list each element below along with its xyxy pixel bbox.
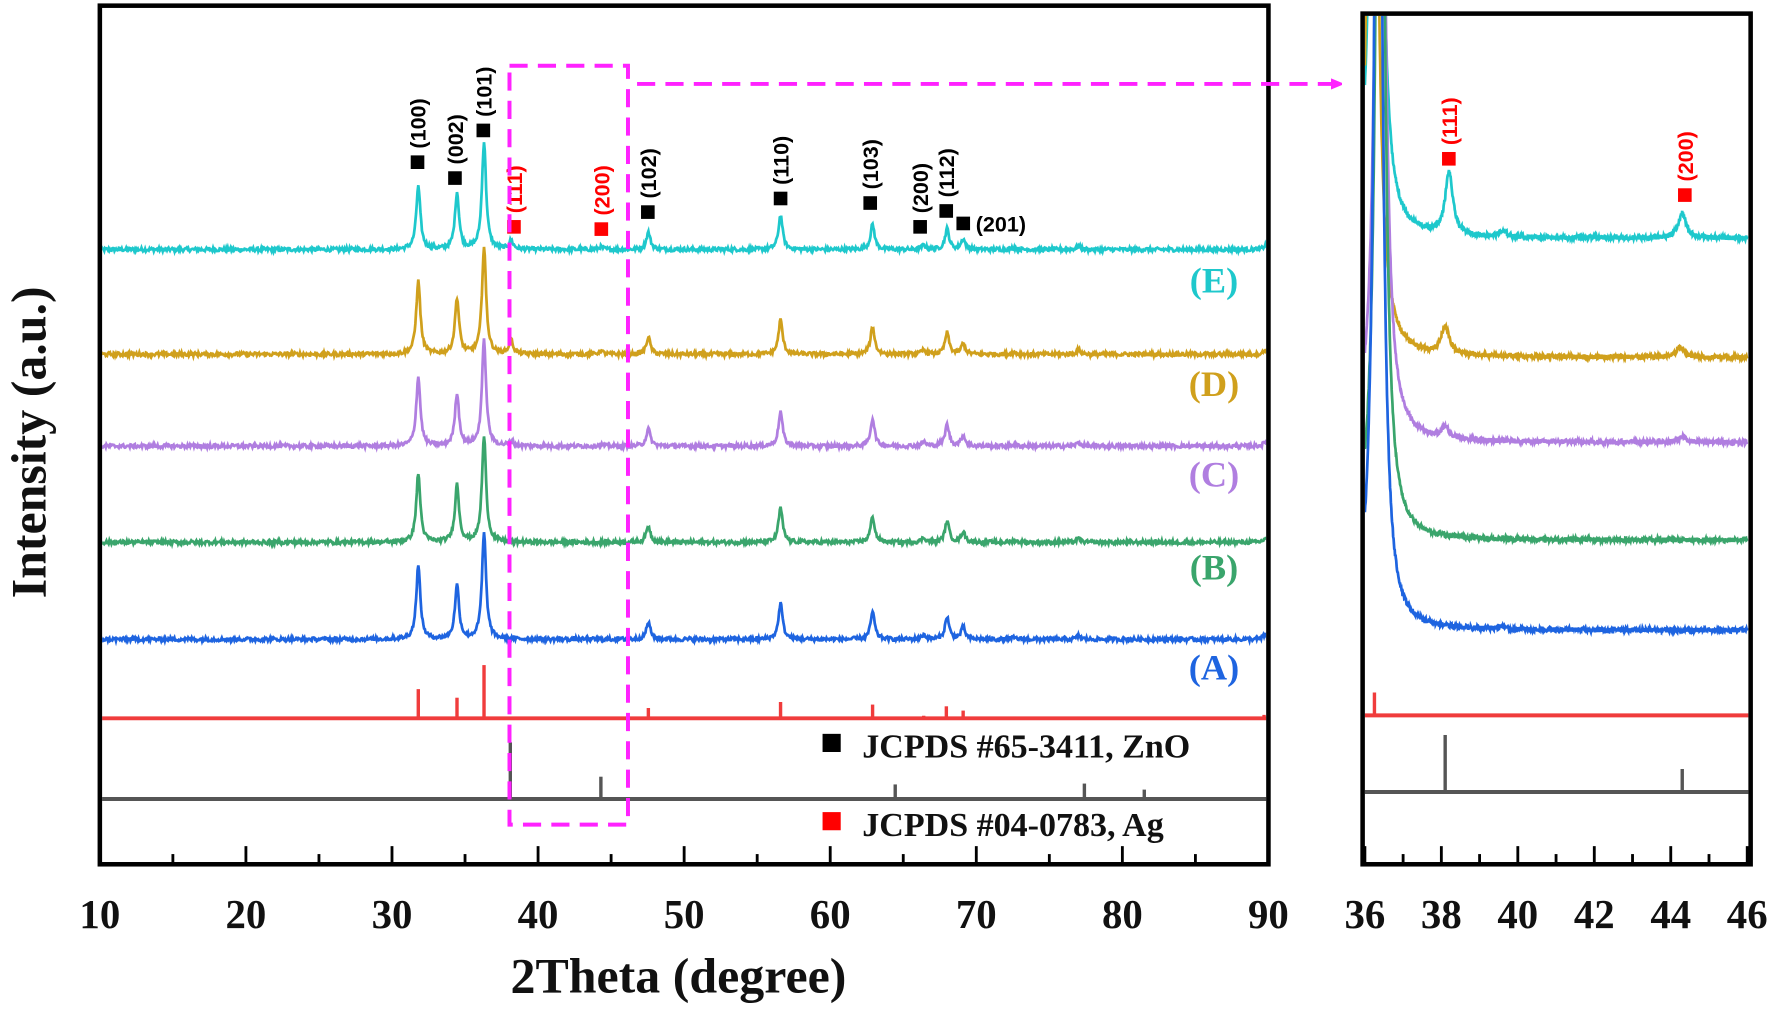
- zoom-indicator: [507, 63, 1341, 827]
- hkl-label: (102): [636, 148, 661, 198]
- legend-marker-ag: [822, 812, 841, 831]
- zoom-region-box: [507, 63, 630, 827]
- x-tick-label: 44: [1650, 892, 1691, 937]
- x-tick-label: 40: [1497, 892, 1538, 937]
- hkl-label: (200): [908, 163, 933, 213]
- legend-text-zno: JCPDS #65-3411, ZnO: [862, 729, 1190, 766]
- x-tick-label: 10: [79, 892, 120, 937]
- hkl-marker: [410, 155, 425, 169]
- inset-plot-area: [1364, 15, 1749, 794]
- x-tick-label: 90: [1248, 892, 1289, 937]
- hkl-label: (101): [471, 67, 496, 117]
- series-label: (A): [1189, 647, 1239, 687]
- y-axis-label: Intensity (a.u.): [1, 286, 56, 598]
- hkl-marker: [773, 191, 788, 206]
- x-tick-label: 30: [372, 892, 413, 937]
- hkl-marker: [594, 222, 609, 236]
- hkl-marker: [1442, 151, 1456, 166]
- xrd-pattern-1: [1364, 15, 1749, 365]
- xrd-pattern-E: [102, 142, 1267, 257]
- xrd-pattern-D: [102, 246, 1267, 362]
- x-tick-label: 80: [1102, 892, 1143, 937]
- xrd-pattern-4: [1364, 15, 1749, 638]
- hkl-label: (200): [1673, 131, 1698, 181]
- hkl-marker: [913, 220, 927, 234]
- series-label: (B): [1190, 548, 1238, 588]
- x-tick-label: 38: [1421, 892, 1462, 937]
- xrd-pattern-3: [1364, 15, 1749, 548]
- series-label: (C): [1189, 455, 1239, 495]
- hkl-label: (200): [589, 165, 614, 215]
- hkl-label: (201): [976, 211, 1026, 236]
- x-axis-label: 2Theta (degree): [511, 948, 847, 1003]
- x-tick-label: 46: [1727, 892, 1768, 937]
- series-label: (E): [1190, 261, 1238, 301]
- x-tick-label: 70: [956, 892, 997, 937]
- x-tick-label: 40: [518, 892, 559, 937]
- x-tick-label: 36: [1344, 892, 1385, 937]
- hkl-label: (100): [405, 98, 430, 148]
- hkl-label: (110): [769, 136, 794, 185]
- hkl-label: (002): [443, 114, 468, 164]
- series-label: (D): [1189, 364, 1239, 404]
- xrd-pattern-C: [102, 338, 1267, 454]
- hkl-label: (103): [858, 139, 883, 189]
- hkl-marker: [956, 216, 971, 231]
- xrd-pattern-0: [1364, 15, 1749, 245]
- hkl-label: (111): [1437, 97, 1462, 145]
- main-x-axis: 10 20 30 40 50 60 70 80 90: [79, 846, 1289, 937]
- hkl-marker: [863, 196, 878, 210]
- hkl-annotations: (100) (002)(101) (111) (200) (102) (110) (103)…: [405, 67, 1697, 237]
- main-plot-area: [102, 142, 1267, 802]
- inset-x-axis: 36 38 40 42 44 46: [1344, 846, 1768, 937]
- hkl-marker: [641, 205, 655, 219]
- x-tick-label: 42: [1574, 892, 1615, 937]
- hkl-marker: [476, 123, 491, 138]
- hkl-marker: [1678, 188, 1692, 202]
- series-labels: (E) (D) (C) (B) (A): [1189, 261, 1239, 688]
- hkl-label: (111): [502, 165, 527, 213]
- xrd-pattern-A: [102, 532, 1267, 647]
- x-tick-label: 20: [226, 892, 267, 937]
- legend-text-ag: JCPDS #04-0783, Ag: [862, 807, 1163, 844]
- legend: JCPDS #65-3411, ZnO JCPDS #04-0783, Ag: [822, 729, 1190, 844]
- x-tick-label: 60: [810, 892, 851, 937]
- xrd-pattern-2: [1364, 15, 1749, 450]
- x-tick-label: 50: [664, 892, 705, 937]
- hkl-marker: [448, 171, 462, 185]
- hkl-label: (112): [934, 148, 959, 197]
- xrd-pattern-B: [102, 436, 1267, 550]
- hkl-marker: [939, 204, 954, 218]
- legend-marker-zno: [822, 733, 841, 752]
